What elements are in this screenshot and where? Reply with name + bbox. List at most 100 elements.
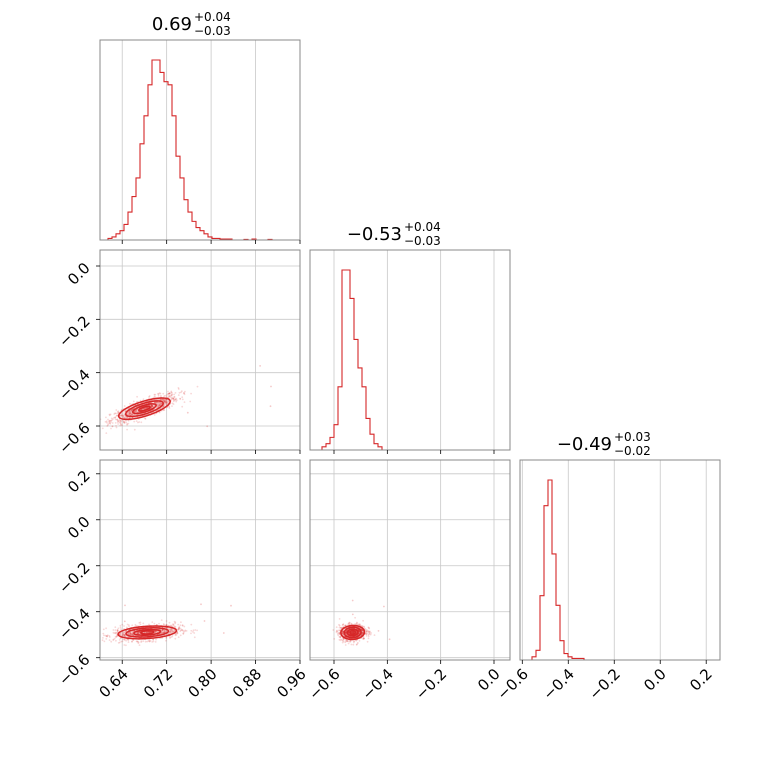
- sample-point: [179, 397, 181, 400]
- sample-point: [131, 640, 133, 643]
- sample-point: [157, 405, 159, 408]
- sample-point: [361, 629, 363, 631]
- sample-point: [112, 631, 115, 634]
- sample-point: [103, 634, 105, 637]
- sample-point: [352, 643, 355, 646]
- sample-point: [358, 623, 361, 625]
- sample-point: [174, 633, 177, 636]
- sample-point: [163, 400, 166, 403]
- sample-point: [130, 409, 133, 412]
- sample-point: [152, 638, 155, 641]
- sample-point: [127, 419, 130, 422]
- sample-point: [135, 410, 137, 413]
- sample-point: [170, 390, 173, 393]
- sample-point: [158, 404, 160, 407]
- sample-point: [124, 638, 126, 641]
- sample-point: [173, 629, 176, 632]
- sample-point: [163, 631, 166, 634]
- density-contour-1: [117, 625, 178, 640]
- sample-point: [174, 398, 177, 401]
- sample-point: [106, 635, 108, 638]
- sample-point: [163, 399, 166, 401]
- sample-point: [114, 632, 117, 635]
- sample-point: [168, 395, 171, 397]
- sample-point: [123, 631, 126, 634]
- sample-point: [356, 642, 359, 644]
- sample-point: [172, 399, 175, 402]
- sample-point: [137, 421, 139, 424]
- sample-point: [179, 630, 182, 633]
- sample-point: [171, 396, 174, 399]
- sample-point: [165, 624, 168, 626]
- sample-point: [367, 631, 370, 634]
- sample-point: [125, 639, 127, 642]
- sample-point: [338, 631, 341, 634]
- sample-point: [108, 422, 111, 424]
- sample-point: [338, 638, 341, 641]
- sample-point: [338, 632, 340, 634]
- sample-point: [368, 632, 371, 635]
- sample-point: [148, 631, 151, 634]
- sample-point: [133, 420, 136, 423]
- sample-point: [120, 423, 123, 426]
- sample-point: [169, 631, 172, 633]
- sample-point: [368, 630, 370, 633]
- sample-point: [126, 428, 128, 431]
- sample-point: [119, 419, 122, 422]
- sample-point: [336, 632, 339, 635]
- sample-point: [170, 394, 173, 397]
- sample-point: [153, 622, 156, 625]
- sample-point: [124, 635, 126, 638]
- sample-point: [124, 635, 127, 638]
- sample-point: [129, 633, 132, 635]
- sample-point: [172, 403, 175, 405]
- density-contour-2: [343, 626, 362, 639]
- sample-point: [155, 638, 157, 641]
- sample-point: [147, 631, 150, 634]
- sample-point: [115, 632, 118, 634]
- sample-point: [170, 628, 173, 631]
- sample-point: [351, 631, 354, 634]
- sample-point: [154, 630, 157, 632]
- sample-point: [147, 631, 150, 633]
- sample-point: [111, 422, 114, 424]
- sample-point: [166, 402, 169, 405]
- sample-point: [178, 628, 180, 631]
- panel-frame-scatter-2: [309, 459, 511, 661]
- sample-point: [162, 399, 165, 401]
- sample-point: [142, 398, 145, 400]
- sample-point: [125, 644, 127, 647]
- sample-point: [171, 402, 174, 405]
- sample-point: [160, 402, 163, 405]
- density-contour-2: [124, 400, 164, 418]
- sample-point: [111, 425, 114, 428]
- sample-point: [183, 625, 186, 628]
- sample-point: [136, 401, 138, 403]
- sample-point: [172, 397, 175, 400]
- sample-point: [102, 628, 105, 631]
- sample-point: [358, 640, 361, 642]
- sample-point: [155, 401, 157, 404]
- sample-point: [159, 398, 162, 401]
- sample-point: [105, 627, 107, 630]
- sample-point: [165, 402, 168, 405]
- sample-point: [363, 637, 365, 640]
- sample-point: [119, 626, 122, 629]
- sample-point: [338, 632, 341, 635]
- sample-point: [345, 631, 347, 634]
- sample-point: [170, 397, 173, 400]
- sample-point: [166, 394, 168, 396]
- sample-point: [161, 399, 164, 401]
- sample-point: [352, 631, 355, 634]
- sample-point: [342, 638, 345, 641]
- sample-point: [339, 636, 342, 638]
- sample-point: [343, 624, 346, 627]
- sample-point: [179, 398, 182, 400]
- sample-point: [206, 425, 209, 428]
- sample-point: [140, 640, 143, 642]
- sample-point: [165, 401, 168, 404]
- sample-point: [175, 400, 178, 403]
- sample-point: [173, 399, 176, 401]
- sample-point: [175, 399, 178, 402]
- sample-point: [162, 399, 164, 402]
